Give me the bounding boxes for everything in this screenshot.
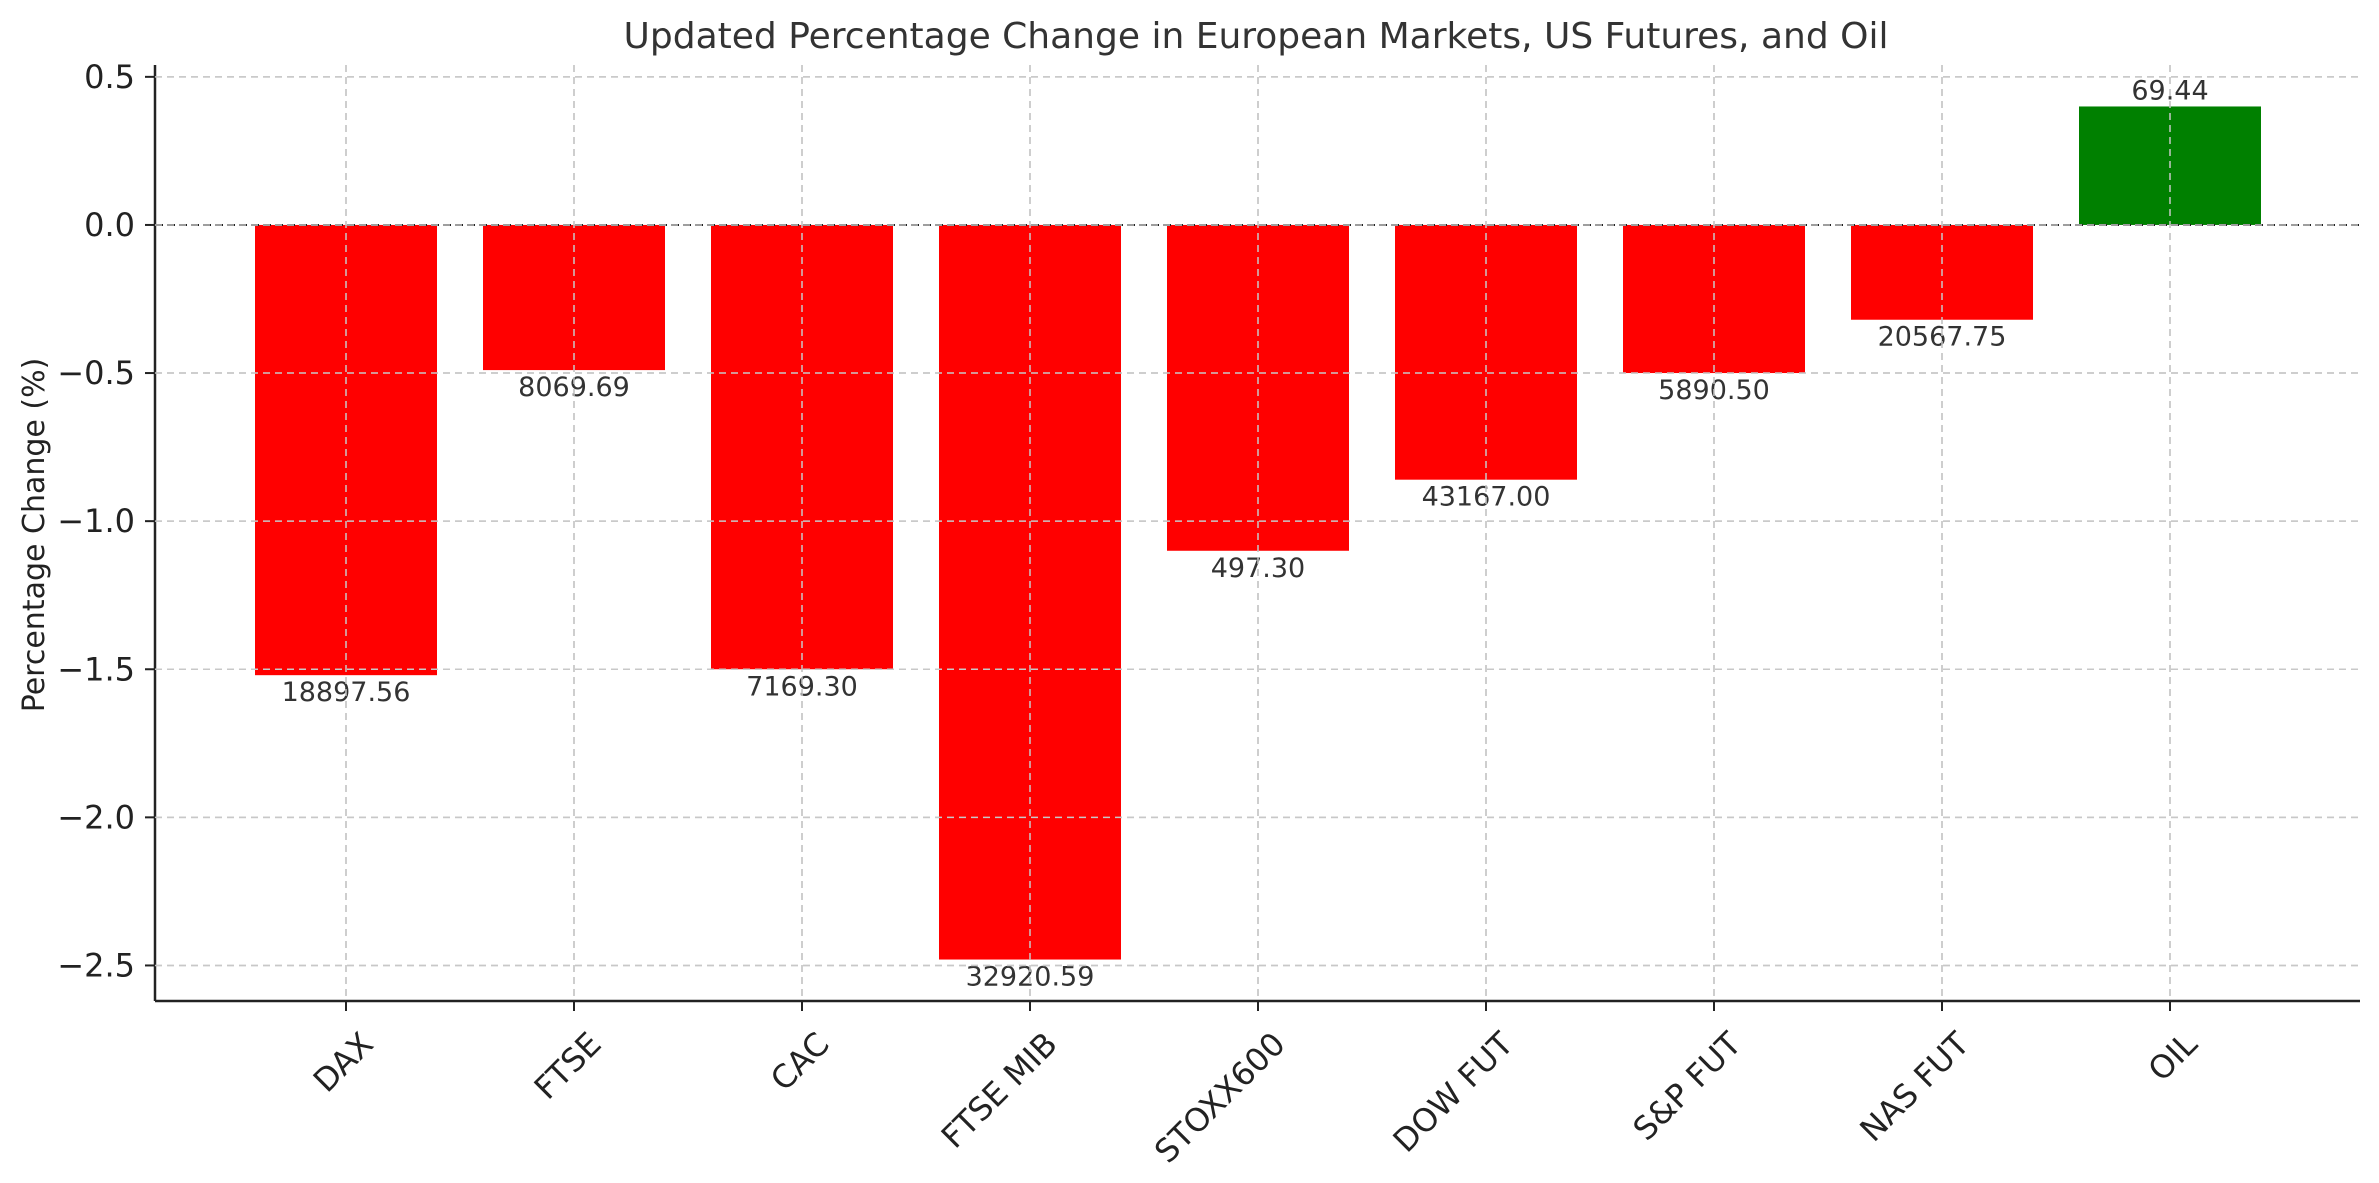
y-tick-label: −2.0: [57, 798, 135, 836]
x-tick-label: CAC: [763, 1025, 837, 1099]
y-tick-label: 0.0: [84, 206, 135, 244]
x-tick-label: OIL: [2141, 1025, 2205, 1089]
bar-stoxx600: [1167, 224, 1349, 551]
x-tick-label: DAX: [306, 1025, 381, 1100]
data-label: 7169.30: [746, 671, 858, 702]
x-tick-label: STOXX600: [1147, 1025, 1293, 1171]
bar-cac: [711, 224, 893, 670]
y-tick-label: −1.5: [57, 650, 135, 688]
x-tick-label: S&P FUT: [1626, 1024, 1749, 1147]
x-tick-label: NAS FUT: [1852, 1024, 1977, 1149]
y-tick-label: −0.5: [57, 354, 135, 392]
x-tick-label: FTSE: [527, 1025, 609, 1107]
x-tick-label: DOW FUT: [1386, 1024, 1521, 1159]
y-tick-label: 0.5: [84, 58, 135, 96]
data-label: 8069.69: [518, 372, 630, 403]
chart-title: Updated Percentage Change in European Ma…: [624, 16, 1889, 57]
data-label: 20567.75: [1878, 322, 2007, 353]
x-tick-label: FTSE MIB: [934, 1025, 1065, 1156]
y-tick-label: −1.0: [57, 502, 135, 540]
y-tick-label: −2.5: [57, 946, 135, 984]
y-axis-label: Percentage Change (%): [17, 358, 52, 713]
